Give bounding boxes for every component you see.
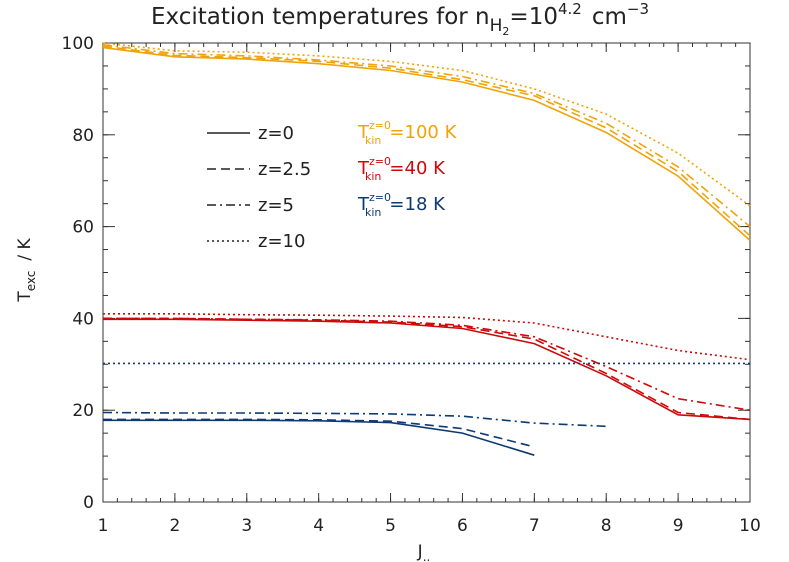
x-tick-label: 1 [98,516,109,536]
x-tick-label: 4 [313,516,324,536]
x-tick-label: 10 [739,516,761,536]
plot-frame [102,42,751,503]
legend-label: z=10 [258,231,305,252]
y-axis-ticks: 0 20 40 60 80 100 [62,34,750,513]
x-axis-ticks: 1 2 3 4 5 6 7 8 9 10 [98,43,761,536]
y-tick-label: 0 [83,493,94,513]
series-line-40k-z0 [103,318,751,421]
x-tick-label: 9 [673,516,684,536]
y-tick-label: 80 [72,126,94,146]
chart-title: Excitation temperatures for nH2=104.2 cm−… [151,0,649,38]
y-tick-label: 20 [72,401,94,421]
series-layer [102,42,751,456]
x-axis-label: J.. [417,542,431,562]
y-tick-label: 60 [72,218,94,238]
legend-label: z=0 [258,123,294,144]
y-axis-label: Texc/ K [15,237,38,302]
series-line-18k-z2.5 [103,418,535,448]
legend-label: z=2.5 [258,159,311,180]
x-tick-label: 3 [241,516,252,536]
color-key-label: Tz=0 kin =40 K [357,155,446,183]
series-line-100k-z0 [102,46,751,241]
x-tick-label: 2 [169,516,180,536]
series-line-40k-z5 [103,317,751,411]
x-tick-label: 5 [385,516,396,536]
color-key: Tz=0 kin =100 K Tz=0 kin =40 K Tz=0 kin =18 K [357,119,458,219]
x-tick-label: 8 [601,516,612,536]
y-tick-label: 40 [72,309,94,329]
series-line-18k-z0 [103,419,535,456]
color-key-label: Tz=0 kin =18 K [357,191,446,219]
y-tick-label: 100 [62,34,94,54]
legend-label: z=5 [258,195,294,216]
series-line-40k-z2.5 [103,317,751,421]
series-line-100k-z5 [102,44,751,228]
series-line-100k-z2.5 [102,45,751,237]
x-tick-label: 7 [529,516,540,536]
series-line-40k-z10 [103,312,751,361]
x-tick-label: 6 [457,516,468,536]
legend: z=0 z=2.5 z=5 z=10 [207,123,311,252]
series-line-18k-z5 [102,411,607,428]
color-key-label: Tz=0 kin =100 K [357,119,458,147]
